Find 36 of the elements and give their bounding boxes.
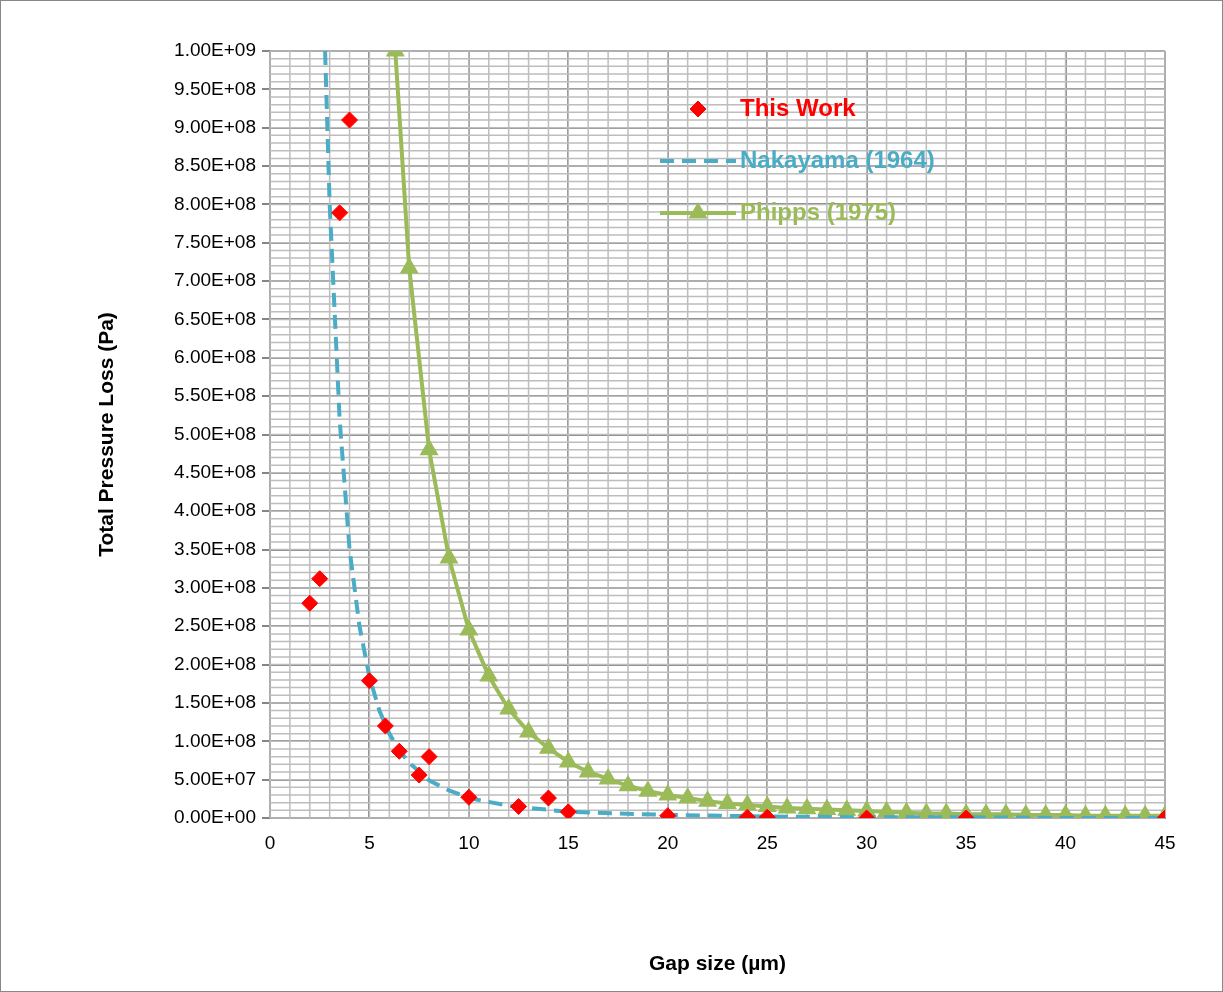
y-tick-label: 4.00E+08 xyxy=(174,499,256,521)
x-tick-label: 25 xyxy=(756,831,778,853)
x-tick-label: 0 xyxy=(264,831,276,853)
y-tick-label: 2.50E+08 xyxy=(174,614,256,636)
legend-label: Nakayama (1964) xyxy=(740,145,935,173)
y-tick-label: 7.00E+08 xyxy=(174,269,256,291)
y-tick-label: 0.00E+00 xyxy=(174,806,256,828)
y-tick-label: 5.00E+07 xyxy=(174,767,256,789)
x-tick-label: 45 xyxy=(1154,831,1176,853)
y-tick-label: 3.50E+08 xyxy=(174,537,256,559)
y-tick-label: 9.50E+08 xyxy=(174,77,256,99)
y-tick-label: 4.50E+08 xyxy=(174,461,256,483)
y-tick-label: 3.00E+08 xyxy=(174,576,256,598)
x-tick-label: 15 xyxy=(557,831,579,853)
x-tick-label: 35 xyxy=(955,831,977,853)
x-tick-label: 10 xyxy=(458,831,480,853)
y-axis-title: Total Pressure Loss (Pa) xyxy=(94,312,118,557)
y-tick-label: 8.50E+08 xyxy=(174,154,256,176)
y-tick-label: 5.50E+08 xyxy=(174,384,256,406)
legend-label: This Work xyxy=(740,93,857,121)
y-tick-label: 2.00E+08 xyxy=(174,652,256,674)
y-tick-label: 9.00E+08 xyxy=(174,115,256,137)
y-tick-label: 1.00E+09 xyxy=(174,39,256,61)
legend-label: Phipps (1975) xyxy=(740,197,897,225)
x-tick-label: 30 xyxy=(856,831,878,853)
y-tick-label: 1.00E+08 xyxy=(174,729,256,751)
x-tick-label: 5 xyxy=(364,831,375,853)
y-tick-label: 7.50E+08 xyxy=(174,230,256,252)
x-tick-label: 40 xyxy=(1054,831,1077,853)
x-tick-label: 20 xyxy=(657,831,679,853)
y-tick-label: 1.50E+08 xyxy=(174,691,256,713)
y-tick-label: 5.00E+08 xyxy=(174,422,256,444)
y-tick-label: 8.00E+08 xyxy=(174,192,256,214)
y-tick-label: 6.50E+08 xyxy=(174,307,256,329)
x-axis-title: Gap size (µm) xyxy=(649,951,786,975)
y-tick-label: 6.00E+08 xyxy=(174,346,256,368)
